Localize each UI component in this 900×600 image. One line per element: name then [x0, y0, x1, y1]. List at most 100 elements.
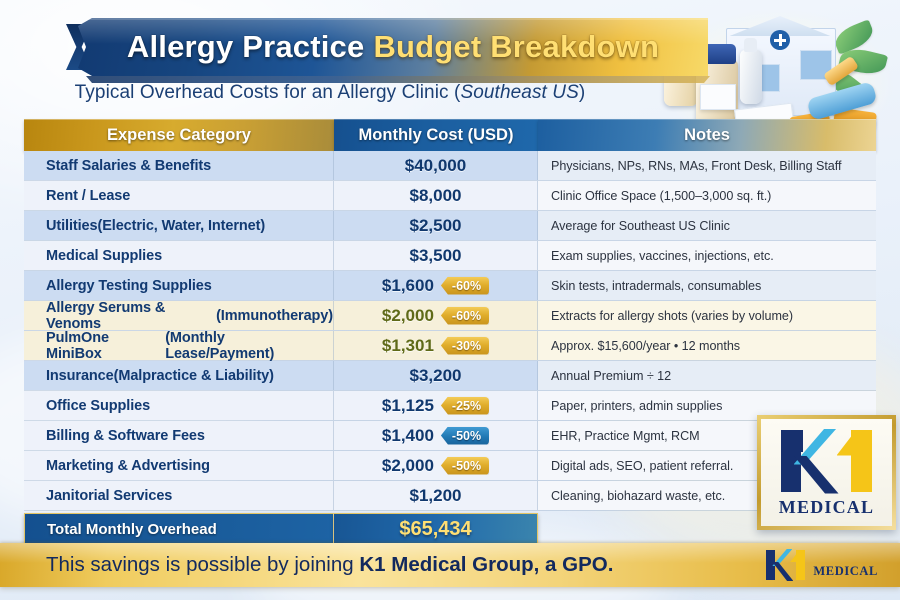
- table-row: Marketing & Advertising $2,000 -50% Digital…: [24, 451, 876, 481]
- table-row: PulmOne MiniBox (Monthly Lease/Payment) $…: [24, 329, 876, 362]
- notes-cell: Extracts for allergy shots (varies by vo…: [538, 301, 876, 330]
- column-header-label: Notes: [684, 125, 730, 144]
- expense-category-label: Allergy Testing Supplies: [46, 277, 212, 294]
- total-label: Total Monthly Overhead: [47, 521, 217, 538]
- subtitle-lead: Typical Overhead Costs for an Allergy Cl…: [74, 82, 461, 103]
- expense-category-cell: Billing & Software Fees: [24, 421, 334, 450]
- table-body: Staff Salaries & Benefits $40,000 Physicia…: [24, 151, 876, 511]
- title-part-two: Budget Breakdown: [373, 29, 660, 64]
- table-row: Rent / Lease $8,000 Clinic Office Space (1…: [24, 181, 876, 211]
- notes-cell: Physicians, NPs, RNs, MAs, Front Desk, B…: [538, 151, 876, 180]
- expense-category-cell: Janitorial Services: [24, 481, 334, 510]
- expense-category-label: PulmOne MiniBox: [46, 329, 109, 362]
- table-header-row: Expense Category Monthly Cost (USD) Note…: [24, 119, 876, 151]
- monthly-cost-amount: $1,400: [381, 425, 434, 445]
- expense-category-label: Insurance: [46, 367, 114, 384]
- notes-text: Extracts for allergy shots (varies by vo…: [551, 308, 794, 323]
- page-title: Allergy Practice Budget Breakdown: [78, 18, 708, 76]
- subtitle-region: Southeast US: [460, 82, 579, 103]
- one-stem: [850, 429, 872, 492]
- discount-badge: -50%: [440, 456, 490, 475]
- monthly-cost-amount: $3,200: [409, 365, 462, 385]
- monthly-cost-cell: $1,125 -25%: [334, 391, 538, 420]
- notes-text: Exam supplies, vaccines, injections, etc…: [551, 248, 774, 263]
- table-row: Allergy Serums & Venoms (Immunotherapy) $…: [24, 299, 876, 332]
- notes-cell: Approx. $15,600/year • 12 months: [538, 331, 876, 360]
- footer-k1-mark: [764, 549, 808, 581]
- expense-category-cell: Marketing & Advertising: [24, 451, 334, 480]
- discount-badge: -30%: [440, 336, 490, 355]
- monthly-cost-amount: $1,301: [381, 335, 434, 355]
- footer-banner: This savings is possible by joining K1 M…: [0, 543, 900, 587]
- k1-mark: [775, 428, 879, 494]
- column-header-category: Expense Category: [24, 119, 334, 151]
- notes-cell: Annual Premium ÷ 12: [538, 361, 876, 390]
- expense-category-label: Rent / Lease: [46, 187, 131, 204]
- k-corner: [780, 429, 803, 452]
- notes-text: Paper, printers, admin supplies: [551, 398, 723, 413]
- discount-badge: -60%: [440, 276, 490, 295]
- notes-text: Clinic Office Space (1,500–3,000 sq. ft.…: [551, 188, 772, 203]
- expense-category-cell: Office Supplies: [24, 391, 334, 420]
- footer-logo-wordmark: MEDICAL: [813, 564, 878, 578]
- expense-category-cell: Rent / Lease: [24, 181, 334, 210]
- monthly-cost-cell: $2,500: [334, 211, 538, 240]
- notes-cell: Exam supplies, vaccines, injections, etc…: [538, 241, 876, 270]
- subtitle-tail: ): [578, 82, 586, 103]
- expense-category-cell: PulmOne MiniBox (Monthly Lease/Payment): [24, 329, 334, 362]
- expense-category-sublabel: (Immunotherapy): [216, 307, 333, 324]
- banner-body: [78, 18, 708, 76]
- logo-wordmark: MEDICAL: [778, 496, 875, 517]
- notes-cell: Average for Southeast US Clinic: [538, 211, 876, 240]
- notes-text: Cleaning, biohazard waste, etc.: [551, 488, 726, 503]
- monthly-cost-amount: $2,500: [409, 215, 462, 235]
- notes-cell: Clinic Office Space (1,500–3,000 sq. ft.…: [538, 181, 876, 210]
- expense-category-sublabel: (Electric, Water, Internet): [97, 217, 266, 234]
- banner-shadow-strip: [86, 76, 710, 83]
- table-row: Janitorial Services $1,200 Cleaning, bioha…: [24, 481, 876, 511]
- table-row: Staff Salaries & Benefits $40,000 Physicia…: [24, 151, 876, 181]
- monthly-cost-amount: $40,000: [404, 155, 467, 175]
- footer-message: This savings is possible by joining K1 M…: [46, 553, 613, 577]
- monthly-cost-amount: $8,000: [409, 185, 462, 205]
- monthly-cost-amount: $2,000: [381, 305, 434, 325]
- expense-category-label: Billing & Software Fees: [46, 427, 205, 444]
- k1-medical-logo: MEDICAL: [757, 415, 896, 530]
- table-total-row: Total Monthly Overhead $65,434: [24, 513, 876, 546]
- monthly-cost-amount: $2,000: [381, 455, 434, 475]
- expense-category-cell: Allergy Testing Supplies: [24, 271, 334, 300]
- expense-category-label: Marketing & Advertising: [46, 457, 210, 474]
- discount-badge: -25%: [440, 396, 490, 415]
- medical-cross-icon: [770, 30, 790, 50]
- expense-category-cell: Allergy Serums & Venoms (Immunotherapy): [24, 299, 334, 332]
- monthly-cost-amount: $1,200: [409, 485, 462, 505]
- notes-text: Physicians, NPs, RNs, MAs, Front Desk, B…: [551, 158, 842, 173]
- expense-category-cell: Medical Supplies: [24, 241, 334, 270]
- discount-badge: -50%: [440, 426, 490, 445]
- expense-category-sublabel: (Monthly Lease/Payment): [165, 329, 275, 362]
- discount-badge: -60%: [440, 306, 490, 325]
- column-header-label: Monthly Cost (USD): [358, 125, 514, 144]
- expense-category-label: Utilities: [46, 217, 98, 234]
- table-row: Billing & Software Fees $1,400 -50% EHR, Pr…: [24, 421, 876, 451]
- total-amount: $65,434: [399, 518, 472, 540]
- table-row: Allergy Testing Supplies $1,600 -60% Skin t…: [24, 271, 876, 301]
- column-header-label: Expense Category: [107, 125, 251, 144]
- column-header-cost: Monthly Cost (USD): [334, 119, 538, 151]
- monthly-cost-amount: $1,600: [381, 275, 434, 295]
- notes-text: EHR, Practice Mgmt, RCM: [551, 428, 700, 443]
- label-strip: [700, 84, 736, 110]
- monthly-cost-cell: $1,301 -30%: [334, 331, 538, 360]
- column-header-notes: Notes: [538, 119, 876, 151]
- expense-category-label: Allergy Serums & Venoms: [46, 299, 166, 332]
- total-label-cell: Total Monthly Overhead: [24, 513, 334, 546]
- table-row: Office Supplies $1,125 -25% Paper, printers…: [24, 391, 876, 421]
- header-banner: Allergy Practice Budget Breakdown: [66, 18, 708, 76]
- budget-table: Expense Category Monthly Cost (USD) Note…: [24, 119, 876, 546]
- expense-category-cell: Insurance (Malpractice & Liability): [24, 361, 334, 390]
- notes-text: Annual Premium ÷ 12: [551, 368, 672, 383]
- monthly-cost-amount: $1,125: [381, 395, 434, 415]
- table-row: Insurance (Malpractice & Liability) $3,20…: [24, 361, 876, 391]
- footer-k1-logo: MEDICAL: [764, 549, 878, 581]
- monthly-cost-cell: $40,000: [334, 151, 538, 180]
